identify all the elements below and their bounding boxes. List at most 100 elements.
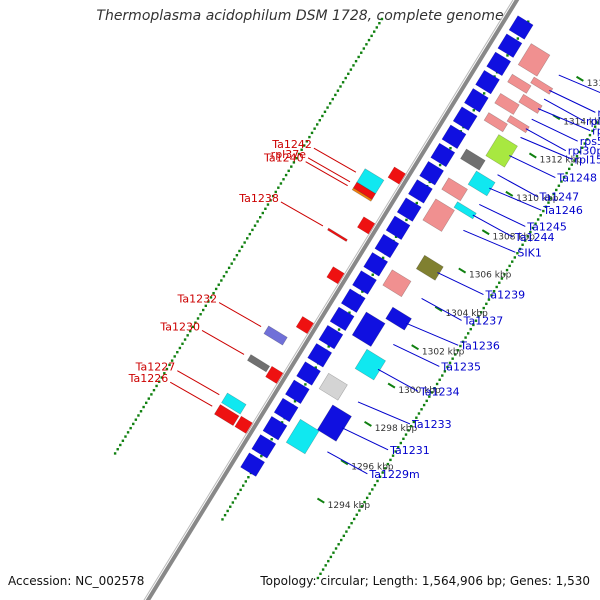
track-dot (449, 147, 452, 150)
track-dot (529, 230, 532, 234)
track-dot (381, 471, 384, 474)
leader-line (497, 174, 538, 198)
forward-gene-block (453, 201, 477, 220)
track-dot (277, 186, 280, 189)
tick-mark (434, 305, 443, 312)
track-dot (248, 232, 252, 236)
track-dot (282, 178, 285, 181)
track-dot (348, 311, 351, 314)
track-dot (435, 382, 439, 386)
track-dot (422, 403, 426, 407)
track-dot (526, 20, 530, 23)
gene-label-forward: Ta1231 (389, 444, 430, 457)
leader-line (307, 157, 351, 183)
track-dot (477, 315, 480, 318)
track-dot (456, 349, 460, 352)
tick-mark (481, 229, 490, 236)
track-dot (573, 159, 576, 162)
track-dot (562, 176, 566, 179)
track-dot (170, 359, 174, 362)
gene-label-reverse: Ta1238 (238, 192, 279, 205)
track-dot (181, 342, 184, 345)
track-dot (251, 228, 254, 232)
track-dot (357, 55, 360, 59)
tick-mark (458, 267, 467, 274)
track-dot (316, 576, 320, 580)
leader-line (406, 322, 459, 346)
track-dot (261, 211, 264, 215)
track-dot (430, 391, 434, 394)
track-dot (441, 374, 444, 377)
track-dot (344, 76, 347, 80)
tick-mark (528, 152, 537, 159)
track-dot (253, 224, 257, 227)
track-dot (394, 450, 397, 453)
track-dot (280, 421, 284, 424)
track-dot (352, 517, 356, 521)
track-dot (132, 422, 135, 426)
track-dot (591, 129, 594, 133)
track-dot (350, 521, 353, 525)
track-dot (222, 275, 226, 278)
track-dot (233, 258, 236, 261)
track-dot (349, 68, 353, 71)
track-dot (446, 365, 449, 369)
gene-label-forward: Ta1244 (514, 231, 555, 244)
track-dot (500, 277, 504, 280)
track-dot (327, 559, 330, 563)
track-dot (378, 22, 381, 25)
leader-line (357, 401, 411, 425)
forward-inner-block (497, 33, 523, 58)
track-dot (336, 89, 340, 92)
track-dot (417, 412, 421, 415)
track-dot (521, 243, 524, 246)
track-dot (508, 264, 511, 268)
track-dot (380, 17, 384, 21)
track-dot (438, 163, 442, 167)
forward-inner-block (396, 197, 422, 222)
forward-gene-block (530, 76, 554, 95)
track-dot (157, 380, 161, 383)
forward-inner-block (329, 306, 355, 332)
track-dot (279, 182, 283, 185)
track-dot (129, 426, 132, 430)
track-dot (360, 51, 363, 54)
gene-label-reverse: Ta1240 (263, 152, 304, 165)
track-dot (368, 492, 371, 495)
gene-label-forward: Ta1229m (368, 468, 419, 481)
track-dot (260, 454, 263, 458)
forward-inner-block (374, 233, 400, 259)
gene-label-forward: rpl32e (597, 106, 600, 119)
track-dot (214, 287, 218, 291)
track-dot (586, 138, 589, 141)
forward-inner-block (385, 215, 411, 241)
track-dot (297, 152, 301, 156)
track-dot (397, 446, 400, 449)
track-dot (372, 30, 376, 33)
track-dot (593, 125, 597, 128)
leader-line (472, 214, 514, 238)
track-dot (124, 435, 127, 438)
track-dot (134, 418, 138, 421)
track-dot (293, 400, 297, 403)
track-dot (225, 270, 228, 274)
track-dot (319, 572, 322, 575)
track-dot (451, 357, 454, 360)
track-dot (209, 296, 213, 299)
track-dot (503, 273, 506, 276)
track-dot (505, 268, 509, 272)
track-dot (256, 220, 259, 223)
leader-line (489, 187, 542, 211)
track-dot (271, 194, 275, 198)
track-dot (139, 410, 143, 413)
track-dot (235, 253, 239, 257)
track-dot (536, 218, 540, 221)
leader-line (421, 297, 462, 321)
track-dot (355, 513, 358, 516)
gene-blocks (213, 15, 554, 477)
track-dot (409, 424, 413, 428)
track-dot (295, 156, 298, 160)
reverse-gene-block (246, 354, 271, 373)
track-dot (407, 429, 410, 432)
track-dot (583, 142, 586, 145)
